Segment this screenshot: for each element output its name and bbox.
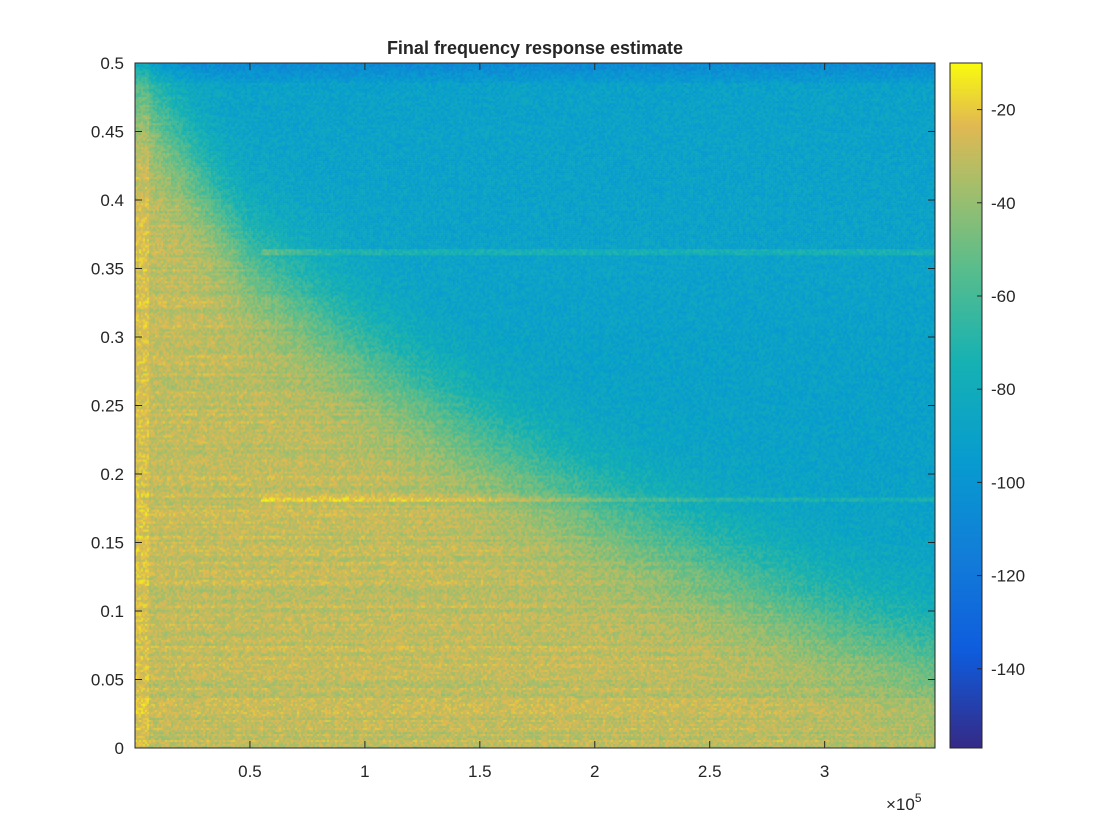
x-exponent-label: ×105	[886, 791, 922, 814]
heatmap-image	[135, 63, 935, 748]
colorbar-ticks: -20 -40 -60 -80 -100 -120 -140	[977, 101, 1025, 679]
colorbar-tick-label: -100	[991, 473, 1025, 492]
colorbar-tick-label: -20	[991, 101, 1016, 120]
colorbar-border	[949, 62, 983, 749]
x-tick-label: 2.5	[698, 762, 722, 781]
plot-border	[134, 62, 936, 749]
x-axis-ticks: 0.5 1 1.5 2 2.5 3	[238, 63, 829, 781]
colorbar-tick-label: -40	[991, 194, 1016, 213]
y-axis-ticks: 0 0.05 0.1 0.15 0.2 0.25 0.3 0.35 0.4 0.45 0.5	[91, 54, 935, 758]
y-tick-label: 0.4	[100, 191, 124, 210]
y-tick-label: 0.15	[91, 534, 124, 553]
x-tick-label: 3	[820, 762, 829, 781]
x-tick-label: 2	[590, 762, 599, 781]
y-tick-label: 0.05	[91, 671, 124, 690]
y-tick-label: 0.45	[91, 123, 124, 142]
x-tick-label: 0.5	[238, 762, 262, 781]
axes-frame	[134, 62, 983, 749]
y-tick-label: 0.1	[100, 602, 124, 621]
x-tick-label: 1.5	[468, 762, 492, 781]
y-tick-label: 0.35	[91, 260, 124, 279]
chart-title: Final frequency response estimate	[387, 38, 683, 58]
y-tick-label: 0	[115, 739, 124, 758]
colorbar-tick-label: -140	[991, 660, 1025, 679]
y-tick-label: 0.2	[100, 465, 124, 484]
y-tick-label: 0.25	[91, 397, 124, 416]
y-tick-label: 0.3	[100, 328, 124, 347]
y-tick-label: 0.5	[100, 54, 124, 73]
colorbar-tick-label: -120	[991, 567, 1025, 586]
x-tick-label: 1	[360, 762, 369, 781]
colorbar-tick-label: -80	[991, 380, 1016, 399]
colorbar-gradient	[950, 63, 982, 748]
colorbar-tick-label: -60	[991, 287, 1016, 306]
